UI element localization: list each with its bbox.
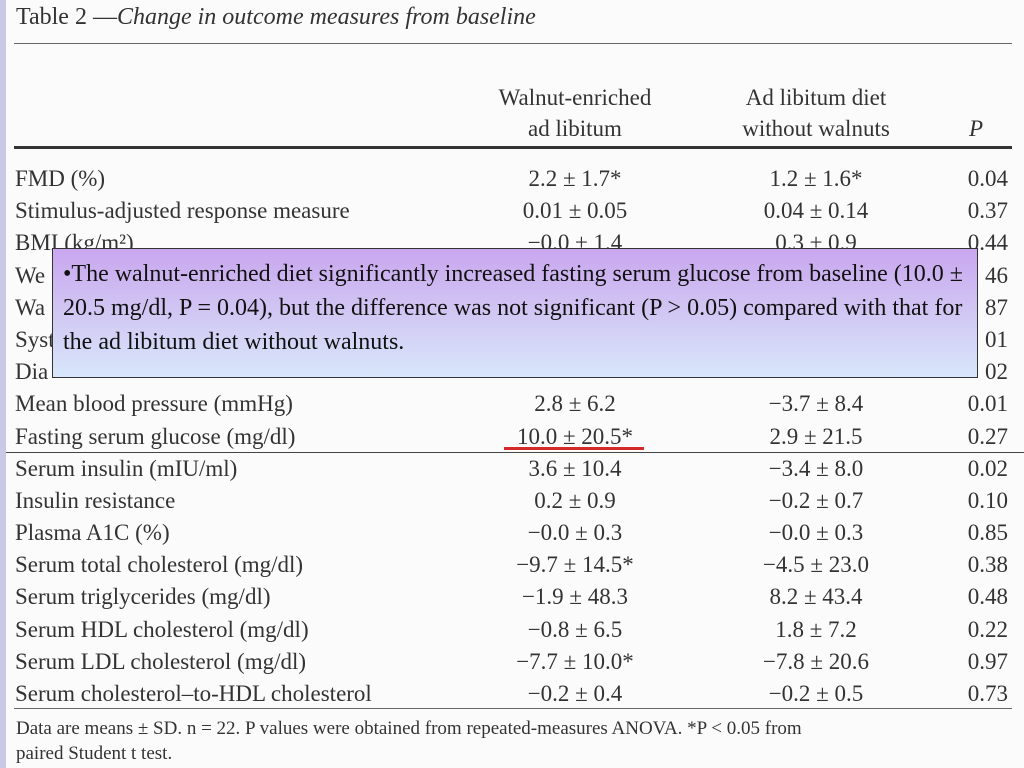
walnut-value: −0.8 ± 6.5 bbox=[527, 616, 623, 642]
column-header-walnut: Walnut-enriched ad libitum bbox=[470, 82, 680, 144]
table-row: Wa 87 bbox=[6, 292, 1024, 324]
column-header-adlib-line1: Ad libitum diet bbox=[745, 85, 887, 110]
p-value: 0.22 bbox=[967, 616, 1008, 642]
adlib-value: 0.04 ± 0.14 bbox=[763, 198, 869, 224]
row-label: Serum triglycerides (mg/dl) bbox=[15, 584, 271, 610]
row-label: FMD (%) bbox=[15, 166, 106, 191]
walnut-value: −7.7 ± 10.0* bbox=[516, 648, 634, 674]
top-rule bbox=[14, 43, 1012, 44]
p-value: 0.37 bbox=[967, 198, 1008, 224]
footnote-line2: paired Student t test. bbox=[16, 743, 173, 764]
p-value: 01 bbox=[985, 326, 1008, 352]
highlight-underline bbox=[504, 447, 644, 450]
adlib-value: −3.7 ± 8.4 bbox=[768, 391, 864, 417]
column-header-walnut-line1: Walnut-enriched bbox=[498, 85, 652, 110]
callout-text: •The walnut-enriched diet significantly … bbox=[63, 261, 963, 355]
row-label: We bbox=[15, 262, 46, 288]
table-row: Stimulus-adjusted response measure 0.01 ±… bbox=[6, 195, 1024, 227]
p-value: 0.97 bbox=[967, 648, 1008, 674]
table-row: Serum cholesterol–to-HDL cholesterol −0.2… bbox=[6, 678, 1024, 710]
walnut-value: 0.2 ± 0.9 bbox=[534, 487, 616, 513]
table-footnote: Data are means ± SD. n = 22. P values we… bbox=[16, 716, 1016, 766]
row-label: Insulin resistance bbox=[15, 487, 176, 513]
table-row: Serum total cholesterol (mg/dl) −9.7 ± 14… bbox=[6, 549, 1024, 581]
divider-line bbox=[6, 452, 1024, 453]
table-row: FMD (%) 2.2 ± 1.7* 1.2 ± 1.6* 0.04 bbox=[6, 163, 1024, 195]
table-row: Plasma A1C (%) −0.0 ± 0.3 −0.0 ± 0.3 0.85 bbox=[6, 517, 1024, 549]
row-label: Fasting serum glucose (mg/dl) bbox=[15, 423, 296, 449]
table-title-prefix: Table 2 — bbox=[16, 4, 117, 30]
p-value: 0.38 bbox=[967, 552, 1008, 578]
walnut-value: 3.6 ± 10.4 bbox=[528, 455, 622, 481]
table-row: Serum LDL cholesterol (mg/dl) −7.7 ± 10.0… bbox=[6, 646, 1024, 678]
left-accent-bar bbox=[0, 0, 6, 768]
p-value: 0.01 bbox=[967, 391, 1008, 417]
column-header-adlib-line2: without walnuts bbox=[742, 116, 890, 141]
table-row: Insulin resistance 0.2 ± 0.9 −0.2 ± 0.7 0.1… bbox=[6, 485, 1024, 517]
adlib-value: −7.8 ± 20.6 bbox=[762, 648, 870, 674]
row-label: Syst bbox=[15, 326, 55, 352]
table-row: Serum HDL cholesterol (mg/dl) −0.8 ± 6.5 1… bbox=[6, 614, 1024, 646]
p-value: 0.04 bbox=[967, 166, 1008, 191]
column-header-walnut-line2: ad libitum bbox=[528, 116, 622, 141]
walnut-value: −9.7 ± 14.5* bbox=[516, 552, 634, 578]
table-title: Table 2 —Change in outcome measures from… bbox=[16, 4, 536, 31]
adlib-value: −3.4 ± 8.0 bbox=[768, 455, 864, 481]
p-value: 46 bbox=[985, 262, 1008, 288]
p-value: 0.48 bbox=[967, 584, 1008, 610]
footnote-line1: Data are means ± SD. n = 22. P values we… bbox=[16, 718, 802, 739]
walnut-value: −0.2 ± 0.4 bbox=[527, 681, 623, 706]
p-value: 0.73 bbox=[967, 681, 1008, 706]
row-label: Serum insulin (mIU/ml) bbox=[15, 455, 238, 481]
adlib-value: 8.2 ± 43.4 bbox=[769, 584, 863, 610]
p-value: 0.27 bbox=[967, 423, 1008, 449]
p-value: 0.85 bbox=[967, 520, 1008, 546]
p-value: 0.02 bbox=[967, 455, 1008, 481]
row-label: Serum HDL cholesterol (mg/dl) bbox=[15, 616, 309, 642]
table-page: Table 2 —Change in outcome measures from… bbox=[6, 0, 1024, 768]
row-label: Serum cholesterol–to-HDL cholesterol bbox=[15, 681, 372, 706]
walnut-value: −0.0 ± 0.3 bbox=[527, 520, 623, 546]
row-label: Wa bbox=[15, 294, 46, 320]
callout-box: •The walnut-enriched diet significantly … bbox=[52, 248, 978, 378]
row-label: Stimulus-adjusted response measure bbox=[15, 198, 350, 224]
walnut-value: 2.8 ± 6.2 bbox=[534, 391, 616, 417]
p-value: 02 bbox=[985, 359, 1008, 385]
column-header-adlib: Ad libitum diet without walnuts bbox=[706, 82, 926, 144]
walnut-value: 10.0 ± 20.5* bbox=[516, 423, 634, 449]
adlib-value: 1.8 ± 7.2 bbox=[775, 616, 857, 642]
table-row: Serum insulin (mIU/ml) 3.6 ± 10.4 −3.4 ± 8… bbox=[6, 453, 1024, 485]
header-rule bbox=[14, 146, 1012, 149]
table-row: We 46 bbox=[6, 260, 1024, 292]
table-title-text: Change in outcome measures from baseline bbox=[116, 4, 536, 30]
adlib-value: −0.2 ± 0.5 bbox=[768, 681, 864, 706]
row-label: Dia bbox=[15, 359, 49, 385]
table-row: Mean blood pressure (mmHg) 2.8 ± 6.2 −3.7 … bbox=[6, 388, 1024, 420]
adlib-value: −0.0 ± 0.3 bbox=[768, 520, 864, 546]
adlib-value: 2.9 ± 21.5 bbox=[769, 423, 863, 449]
row-label: Plasma A1C (%) bbox=[15, 520, 170, 546]
adlib-value: −4.5 ± 23.0 bbox=[762, 552, 870, 578]
row-label: Mean blood pressure (mmHg) bbox=[15, 391, 293, 417]
row-label: Serum LDL cholesterol (mg/dl) bbox=[15, 648, 307, 674]
adlib-value: −0.2 ± 0.7 bbox=[768, 487, 864, 513]
table-row: Serum triglycerides (mg/dl) −1.9 ± 48.3 8.… bbox=[6, 581, 1024, 613]
column-header-p: P bbox=[968, 116, 984, 141]
p-value: 87 bbox=[985, 294, 1008, 320]
walnut-value: 2.2 ± 1.7* bbox=[528, 166, 622, 191]
table-row: Syst 01 bbox=[6, 324, 1024, 356]
table-row: Fasting serum glucose (mg/dl) 10.0 ± 20.5… bbox=[6, 421, 1024, 453]
walnut-value: 0.01 ± 0.05 bbox=[522, 198, 628, 224]
bottom-rule bbox=[14, 708, 1012, 709]
adlib-value: 1.2 ± 1.6* bbox=[769, 166, 863, 191]
row-label: Serum total cholesterol (mg/dl) bbox=[15, 552, 304, 578]
p-value: 0.10 bbox=[967, 487, 1008, 513]
table-body: FMD (%) 2.2 ± 1.7* 1.2 ± 1.6* 0.04 Stimulus-… bbox=[6, 163, 1024, 710]
table-row: Dia 02 bbox=[6, 356, 1024, 388]
walnut-value: −1.9 ± 48.3 bbox=[521, 584, 629, 610]
